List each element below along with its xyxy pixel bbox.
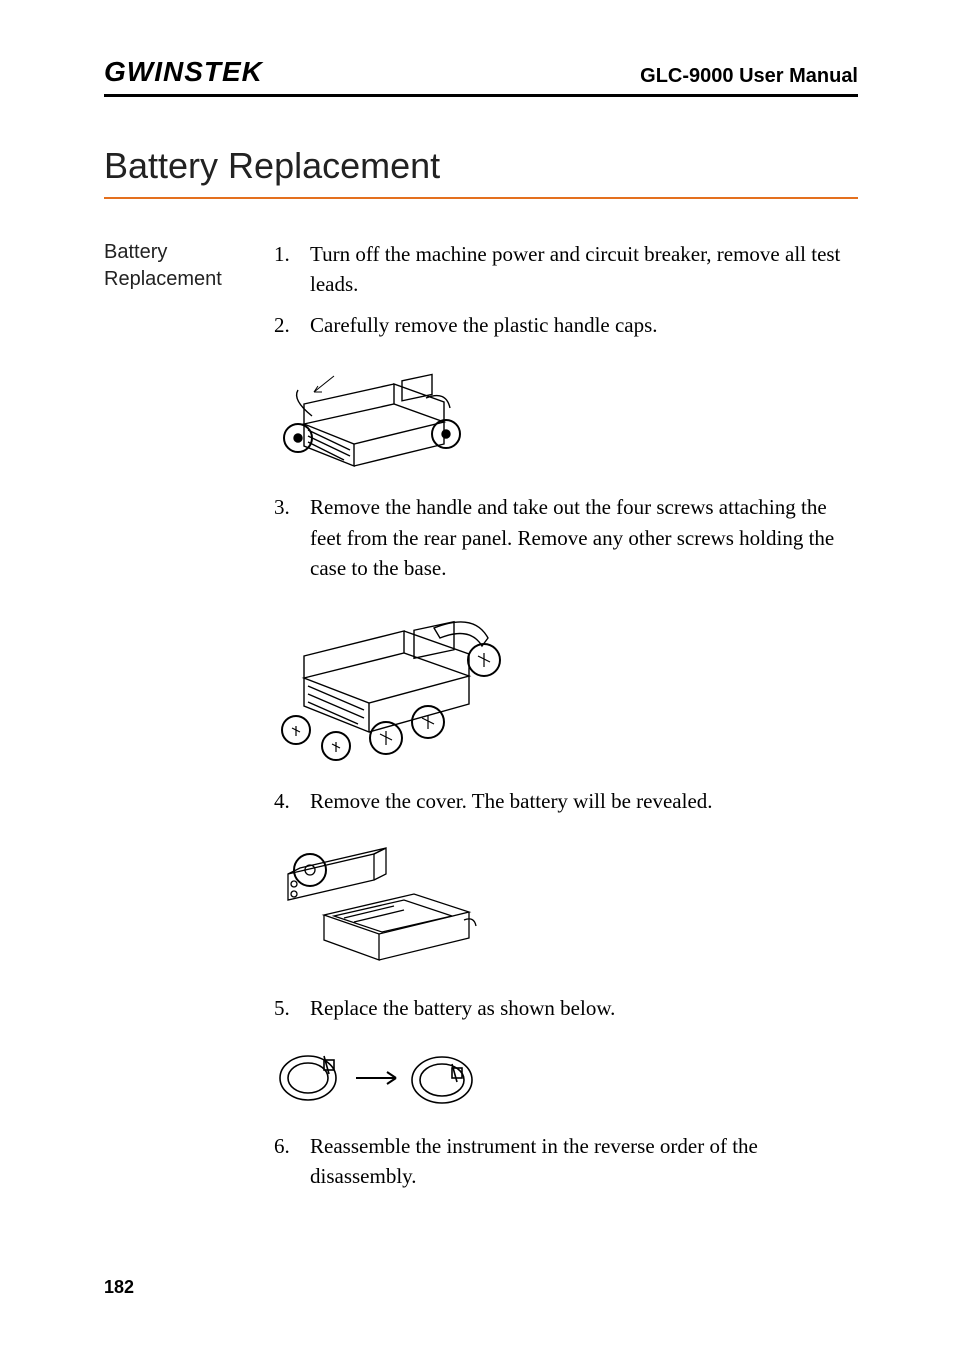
step-number: 5.: [274, 993, 310, 1023]
step-text: Carefully remove the plastic handle caps…: [310, 310, 858, 340]
manual-title: GLC-9000 User Manual: [640, 65, 858, 88]
step-text: Replace the battery as shown below.: [310, 993, 858, 1023]
step-text: Remove the handle and take out the four …: [310, 492, 858, 583]
figure-handle-caps: [274, 354, 858, 474]
step-number: 3.: [274, 492, 310, 583]
page-header: GWINSTEK GLC-9000 User Manual: [104, 56, 858, 88]
step-text: Reassemble the instrument in the reverse…: [310, 1131, 858, 1192]
steps-list: 1. Turn off the machine power and circui…: [274, 239, 858, 1201]
content-body: Battery Replacement 1. Turn off the mach…: [104, 239, 858, 1201]
step-item: 6. Reassemble the instrument in the reve…: [274, 1131, 858, 1192]
step-text: Turn off the machine power and circuit b…: [310, 239, 858, 300]
step-text: Remove the cover. The battery will be re…: [310, 786, 858, 816]
step-item: 2. Carefully remove the plastic handle c…: [274, 310, 858, 340]
step-item: 1. Turn off the machine power and circui…: [274, 239, 858, 300]
step-number: 1.: [274, 239, 310, 300]
section-accent-rule: [104, 197, 858, 199]
step-item: 3. Remove the handle and take out the fo…: [274, 492, 858, 583]
step-number: 4.: [274, 786, 310, 816]
section-title: Battery Replacement: [104, 145, 858, 187]
page-number: 182: [104, 1277, 134, 1298]
step-number: 6.: [274, 1131, 310, 1192]
figure-cover-removed: [274, 830, 858, 975]
step-item: 4. Remove the cover. The battery will be…: [274, 786, 858, 816]
figure-battery-swap: [274, 1038, 858, 1113]
figure-screws-removed: [274, 598, 858, 768]
brand-text: GWINSTEK: [104, 56, 263, 87]
step-item: 5. Replace the battery as shown below.: [274, 993, 858, 1023]
brand-logo: GWINSTEK: [104, 56, 263, 88]
side-label: Battery Replacement: [104, 239, 254, 1201]
step-number: 2.: [274, 310, 310, 340]
header-rule: [104, 94, 858, 97]
